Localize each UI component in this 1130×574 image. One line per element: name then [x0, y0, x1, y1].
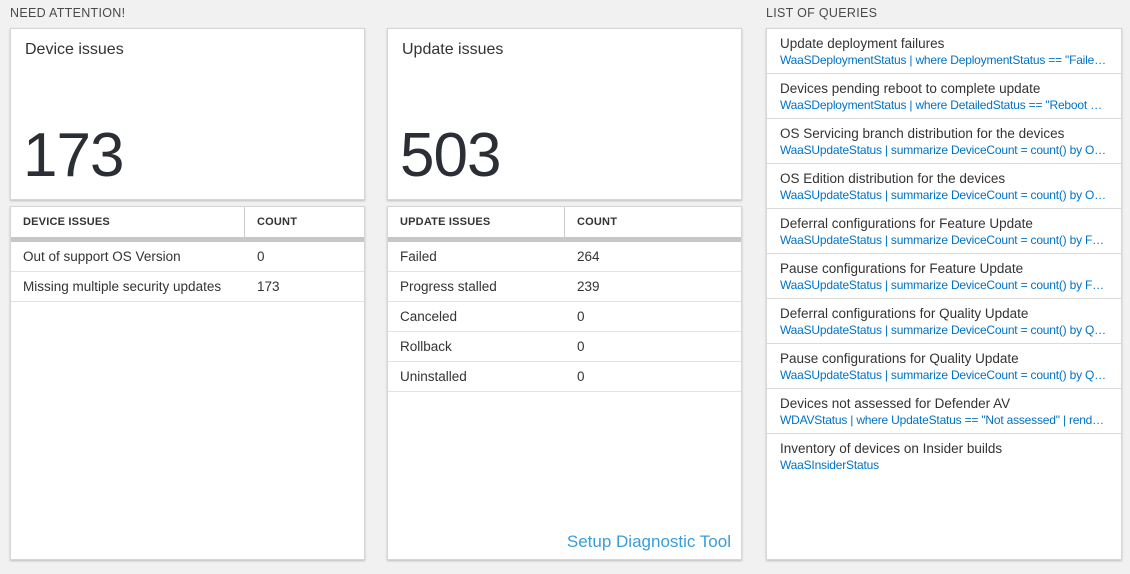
row-label: Progress stalled [400, 279, 497, 294]
row-label: Uninstalled [400, 369, 467, 384]
query-item[interactable]: Update deployment failures WaaSDeploymen… [767, 29, 1121, 74]
query-item[interactable]: OS Edition distribution for the devices … [767, 164, 1121, 209]
row-label: Rollback [400, 339, 452, 354]
query-item[interactable]: Devices not assessed for Defender AV WDA… [767, 389, 1121, 434]
query-item[interactable]: Deferral configurations for Feature Upda… [767, 209, 1121, 254]
query-code: WaaSUpdateStatus | summarize DeviceCount… [780, 143, 1108, 157]
query-code: WaaSUpdateStatus | summarize DeviceCount… [780, 278, 1108, 292]
query-code: WaaSDeploymentStatus | where DetailedSta… [780, 98, 1108, 112]
update-issues-table-tile: UPDATE ISSUES COUNT Failed 264 Progress … [387, 206, 742, 560]
query-title: Inventory of devices on Insider builds [780, 441, 1003, 456]
row-label: Canceled [400, 309, 458, 324]
queries-list: Update deployment failures WaaSDeploymen… [766, 28, 1122, 560]
queries-column: LIST OF QUERIES Update deployment failur… [766, 0, 1122, 560]
update-issues-count: 503 [400, 121, 501, 190]
query-title: Pause configurations for Feature Update [780, 261, 1024, 276]
query-code: WaaSUpdateStatus | summarize DeviceCount… [780, 368, 1108, 382]
query-code: WaaSUpdateStatus | summarize DeviceCount… [780, 188, 1108, 202]
need-attention-column-updates: Update issues 503 UPDATE ISSUES COUNT Fa… [387, 0, 742, 560]
query-title: Devices pending reboot to complete updat… [780, 81, 1041, 96]
row-count: 0 [577, 339, 585, 354]
query-item[interactable]: Pause configurations for Feature Update … [767, 254, 1121, 299]
table-row[interactable]: Failed 264 [388, 242, 741, 272]
list-of-queries-section-label: LIST OF QUERIES [766, 6, 878, 20]
device-issues-table-tile: DEVICE ISSUES COUNT Out of support OS Ve… [10, 206, 365, 560]
query-code: WaaSDeploymentStatus | where DeploymentS… [780, 53, 1108, 67]
row-count: 0 [577, 309, 585, 324]
table-row[interactable]: Out of support OS Version 0 [11, 242, 364, 272]
table-scrollbar[interactable] [388, 237, 741, 242]
query-title: Devices not assessed for Defender AV [780, 396, 1011, 411]
device-issues-header-label: DEVICE ISSUES [11, 207, 245, 237]
row-label: Failed [400, 249, 437, 264]
table-row[interactable]: Canceled 0 [388, 302, 741, 332]
device-issues-title: Device issues [25, 41, 124, 58]
row-count: 0 [257, 249, 265, 264]
query-item[interactable]: Deferral configurations for Quality Upda… [767, 299, 1121, 344]
device-issues-tile[interactable]: Device issues 173 [10, 28, 365, 200]
query-title: Deferral configurations for Quality Upda… [780, 306, 1029, 321]
need-attention-column-devices: NEED ATTENTION! Device issues 173 DEVICE… [10, 0, 365, 560]
row-label: Out of support OS Version [23, 249, 181, 264]
query-title: Pause configurations for Quality Update [780, 351, 1019, 366]
table-row[interactable]: Rollback 0 [388, 332, 741, 362]
device-issues-header-count: COUNT [257, 216, 298, 228]
update-issues-header-count: COUNT [577, 216, 618, 228]
query-title: OS Servicing branch distribution for the… [780, 126, 1065, 141]
table-row[interactable]: Missing multiple security updates 173 [11, 272, 364, 302]
query-code: WaaSUpdateStatus | summarize DeviceCount… [780, 323, 1108, 337]
query-title: OS Edition distribution for the devices [780, 171, 1006, 186]
query-code: WaaSUpdateStatus | summarize DeviceCount… [780, 233, 1108, 247]
query-item[interactable]: OS Servicing branch distribution for the… [767, 119, 1121, 164]
query-item[interactable]: Devices pending reboot to complete updat… [767, 74, 1121, 119]
query-item[interactable]: Inventory of devices on Insider builds W… [767, 434, 1121, 559]
query-code: WaaSInsiderStatus [780, 458, 879, 472]
section-label-spacer [387, 0, 742, 28]
need-attention-section-label: NEED ATTENTION! [10, 6, 126, 20]
device-issues-table-header: DEVICE ISSUES COUNT [11, 207, 364, 237]
query-title: Deferral configurations for Feature Upda… [780, 216, 1033, 231]
query-item[interactable]: Pause configurations for Quality Update … [767, 344, 1121, 389]
update-issues-tile[interactable]: Update issues 503 [387, 28, 742, 200]
table-scrollbar[interactable] [11, 237, 364, 242]
table-row[interactable]: Uninstalled 0 [388, 362, 741, 392]
setup-diagnostic-tool-link[interactable]: Setup Diagnostic Tool [566, 532, 731, 551]
row-count: 264 [577, 249, 600, 264]
device-issues-count: 173 [23, 121, 124, 190]
row-count: 173 [257, 279, 280, 294]
row-count: 0 [577, 369, 585, 384]
table-row[interactable]: Progress stalled 239 [388, 272, 741, 302]
query-code: WDAVStatus | where UpdateStatus == "Not … [780, 413, 1108, 427]
update-issues-title: Update issues [402, 41, 504, 58]
row-count: 239 [577, 279, 600, 294]
row-label: Missing multiple security updates [23, 279, 222, 294]
update-issues-table-header: UPDATE ISSUES COUNT [388, 207, 741, 237]
update-issues-header-label: UPDATE ISSUES [388, 207, 565, 237]
query-title: Update deployment failures [780, 36, 945, 51]
